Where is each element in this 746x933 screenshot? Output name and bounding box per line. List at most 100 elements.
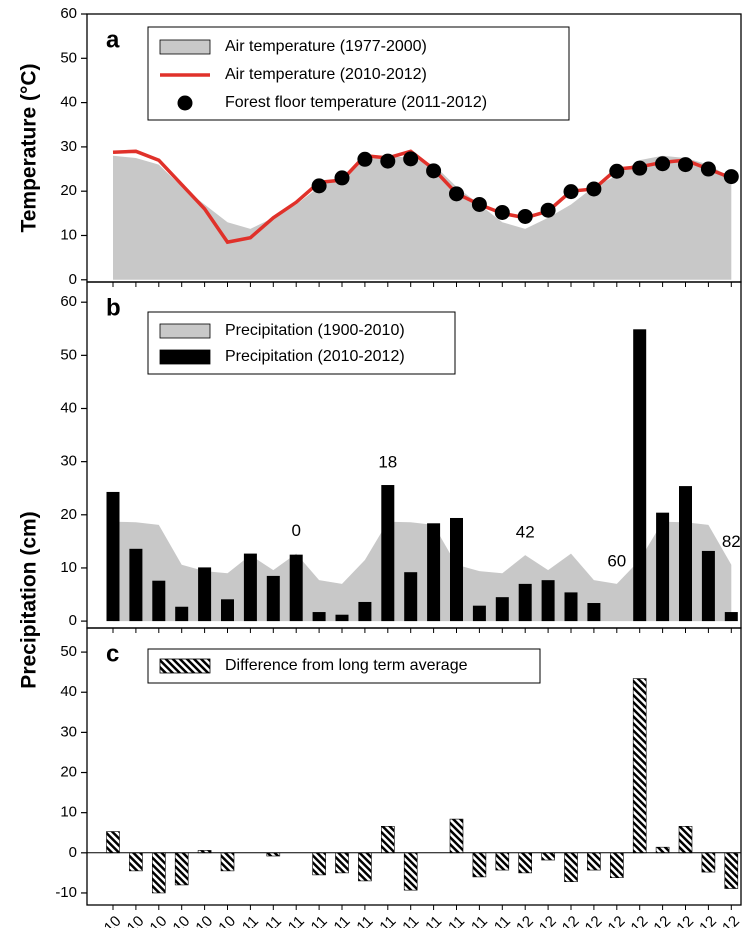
bar — [198, 567, 212, 622]
bar — [312, 612, 326, 622]
line — [112, 149, 732, 245]
bar — [472, 605, 486, 622]
point — [403, 151, 419, 167]
point — [517, 208, 533, 224]
bar — [655, 846, 670, 854]
y-tick-label: 50 — [60, 346, 77, 363]
bar — [220, 852, 235, 872]
bar — [518, 583, 532, 622]
point — [334, 170, 350, 186]
legend-label: Precipitation (2010-2012) — [225, 348, 405, 365]
bar — [495, 852, 510, 871]
legend-label: Precipitation (1900-2010) — [225, 322, 405, 339]
bar — [312, 852, 326, 876]
bar — [678, 826, 693, 854]
bar — [266, 575, 280, 622]
annotation: 60 — [607, 551, 626, 570]
bar — [541, 852, 555, 861]
bar — [221, 599, 234, 622]
y-tick-label: 0 — [69, 612, 77, 629]
bar — [449, 818, 464, 854]
bar — [289, 554, 303, 622]
bar — [701, 550, 715, 622]
legend-swatch — [159, 349, 211, 365]
point — [471, 196, 487, 212]
annotation: 82 — [722, 532, 741, 551]
point — [678, 157, 693, 173]
y-tick-label: 20 — [60, 182, 77, 199]
bar — [564, 852, 578, 883]
point — [494, 204, 510, 220]
y-tick-label: 30 — [60, 453, 77, 470]
y-tick-label: 60 — [60, 293, 77, 310]
y-tick-label: 10 — [60, 559, 77, 576]
point — [700, 161, 716, 177]
bar — [358, 852, 372, 882]
panel-label: a — [106, 26, 120, 53]
annotation: 18 — [378, 453, 397, 472]
bar — [243, 553, 257, 622]
point — [655, 156, 671, 172]
legend-swatch — [159, 39, 211, 55]
bar — [472, 852, 487, 878]
bar — [587, 852, 601, 871]
y-tick-label: 20 — [60, 506, 77, 523]
y-axis-title: Precipitation (cm) — [18, 511, 41, 688]
y-tick-label: -10 — [55, 884, 77, 901]
y-tick-label: 0 — [69, 271, 77, 288]
bar — [380, 826, 395, 854]
y-tick-label: 0 — [69, 844, 77, 861]
bar — [541, 580, 555, 622]
legend-swatch — [159, 658, 211, 674]
bar — [152, 852, 166, 894]
point — [632, 160, 648, 176]
bar — [724, 852, 739, 889]
bar — [495, 597, 509, 622]
bar — [679, 486, 692, 622]
y-tick-label: 40 — [60, 399, 77, 416]
bar — [335, 614, 349, 622]
bar — [403, 852, 418, 891]
bar — [724, 612, 738, 622]
bar — [152, 580, 166, 622]
y-tick-label: 30 — [60, 138, 77, 155]
legend-label: Air temperature (2010-2012) — [225, 66, 427, 83]
bar — [106, 491, 120, 622]
legend-box — [147, 26, 570, 121]
x-tick-label: Jul-10 — [84, 913, 125, 928]
bar — [358, 601, 372, 622]
point — [426, 163, 442, 179]
bar — [174, 852, 189, 886]
y-tick-label: 30 — [60, 723, 77, 740]
legend-point — [177, 95, 193, 111]
panel-label: c — [106, 640, 119, 667]
bar — [106, 831, 120, 854]
point — [311, 178, 327, 194]
panel-label: b — [106, 294, 121, 321]
y-tick-label: 20 — [60, 763, 77, 780]
bar — [656, 512, 670, 622]
y-tick-label: 50 — [60, 49, 77, 66]
legend-label: Difference from long term average — [225, 657, 468, 674]
bar — [564, 592, 578, 622]
bar — [381, 485, 395, 622]
bar — [609, 852, 624, 879]
bar — [129, 852, 143, 872]
bar — [632, 678, 647, 854]
y-tick-label: 40 — [60, 683, 77, 700]
annotation: 0 — [291, 521, 300, 540]
plot-frame — [86, 627, 742, 906]
bar — [633, 329, 647, 622]
bar — [175, 606, 189, 622]
y-tick-label: 50 — [60, 643, 77, 660]
legend-swatch — [159, 323, 211, 339]
y-tick-label: 60 — [60, 5, 77, 22]
point — [357, 151, 373, 167]
bar — [427, 523, 441, 622]
point — [540, 202, 556, 218]
y-axis-title: Temperature (°C) — [18, 63, 41, 232]
y-tick-label: 10 — [60, 226, 77, 243]
point — [586, 181, 602, 197]
bar — [335, 852, 349, 874]
